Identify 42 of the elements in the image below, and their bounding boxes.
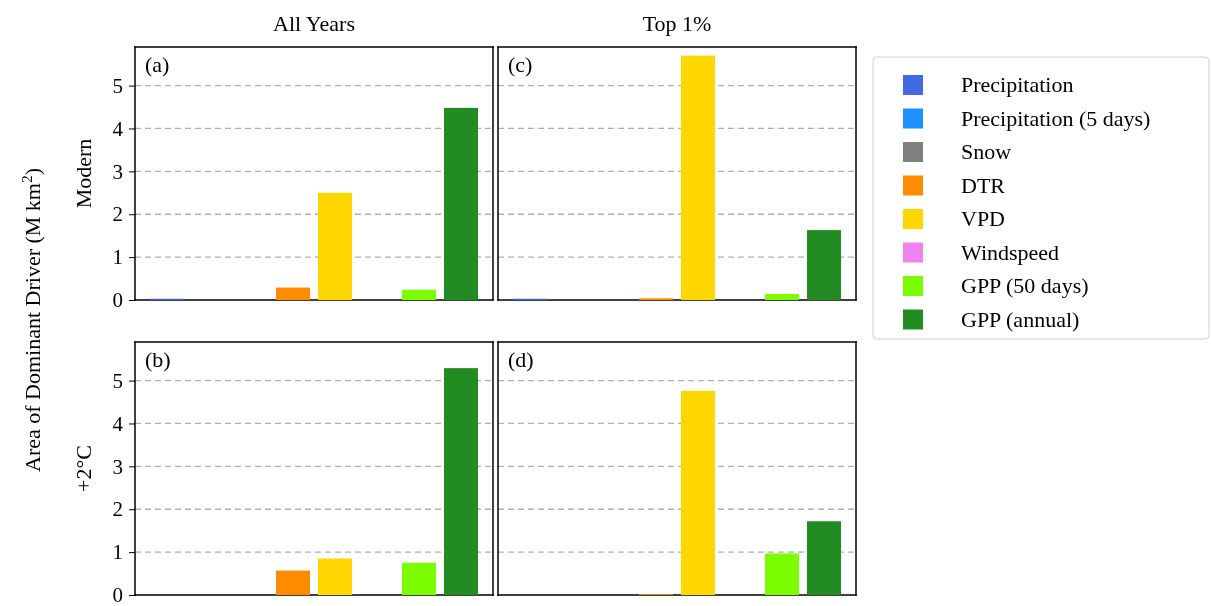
bar [806, 230, 842, 300]
y-axis-title: +2°C [71, 445, 96, 492]
x-tick-label: Top 1% [642, 11, 712, 36]
bar [680, 55, 716, 300]
legend-label: Windspeed [961, 239, 1060, 265]
y-tick-label: 5 [112, 73, 123, 98]
y-tick-label: 1 [112, 540, 123, 565]
bar [443, 368, 479, 595]
annotation: (b) [145, 347, 171, 372]
bar [317, 558, 353, 595]
bar [443, 107, 479, 300]
y-tick-label: 3 [112, 454, 123, 479]
y-axis-title: Modern [71, 138, 96, 209]
bar [764, 553, 800, 595]
y-tick-label: 0 [112, 288, 123, 313]
bar [764, 294, 800, 300]
annotation: (c) [508, 52, 533, 77]
y-tick-label: 4 [112, 116, 124, 141]
y-tick-label: 5 [112, 368, 123, 393]
legend-label: GPP (annual) [961, 306, 1080, 332]
legend-label: Precipitation (5 days) [961, 105, 1151, 131]
y-tick-label: 0 [112, 583, 123, 606]
x-tick-label: All Years [273, 11, 355, 36]
y-tick-label: 1 [112, 245, 123, 270]
bar [275, 570, 311, 595]
bar [317, 192, 353, 300]
annotation: (d) [508, 347, 534, 372]
bar [401, 562, 437, 595]
y-tick-label: 2 [112, 497, 123, 522]
legend-label: Snow [961, 139, 1012, 164]
bar [806, 521, 842, 595]
legend-label: Precipitation [961, 72, 1074, 97]
bar [275, 287, 311, 300]
legend-label: GPP (50 days) [961, 273, 1089, 298]
legend-label: DTR [961, 172, 1006, 198]
y-tick-label: 2 [112, 202, 123, 227]
annotation: (a) [145, 52, 170, 77]
y-tick-label: 3 [112, 159, 123, 184]
legend-label: VPD [961, 206, 1006, 231]
bar [401, 289, 437, 300]
bar [680, 390, 716, 595]
y-tick-label: 4 [112, 411, 124, 436]
